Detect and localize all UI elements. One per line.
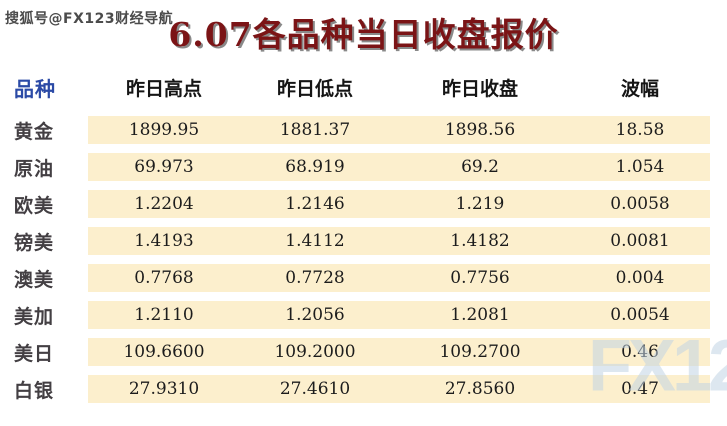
table-header-row: 品种 昨日高点 昨日低点 昨日收盘 波幅 bbox=[0, 72, 710, 102]
header-product: 品种 bbox=[14, 76, 56, 101]
yesterday-high: 1899.95 bbox=[88, 116, 240, 144]
header-yesterday-low: 昨日低点 bbox=[276, 77, 353, 100]
product-name: 欧美 bbox=[14, 194, 55, 217]
product-name: 美加 bbox=[14, 305, 55, 328]
yesterday-close: 27.8560 bbox=[390, 375, 570, 403]
table-row: 镑美 1.4193 1.4112 1.4182 0.0081 bbox=[0, 227, 710, 255]
yesterday-close: 109.2700 bbox=[390, 338, 570, 366]
yesterday-high: 1.4193 bbox=[88, 227, 240, 255]
range-value: 0.0058 bbox=[570, 190, 710, 218]
yesterday-close: 1.4182 bbox=[390, 227, 570, 255]
yesterday-high: 1.2110 bbox=[88, 301, 240, 329]
range-value: 1.054 bbox=[570, 153, 710, 181]
header-range: 波幅 bbox=[620, 77, 659, 100]
yesterday-low: 0.7728 bbox=[240, 264, 390, 292]
page-title: 6.07各品种当日收盘报价 bbox=[168, 15, 559, 54]
product-name: 美日 bbox=[14, 342, 55, 365]
range-value: 18.58 bbox=[570, 116, 710, 144]
yesterday-close: 69.2 bbox=[390, 153, 570, 181]
table-row: 黄金 1899.95 1881.37 1898.56 18.58 bbox=[0, 116, 710, 144]
yesterday-close: 0.7756 bbox=[390, 264, 570, 292]
yesterday-high: 27.9310 bbox=[88, 375, 240, 403]
publisher-watermark: 搜狐号@FX123财经导航 bbox=[5, 11, 174, 27]
range-value: 0.47 bbox=[570, 375, 710, 403]
yesterday-high: 109.6600 bbox=[88, 338, 240, 366]
yesterday-low: 1.4112 bbox=[240, 227, 390, 255]
table-row: 美加 1.2110 1.2056 1.2081 0.0054 bbox=[0, 301, 710, 329]
yesterday-low: 1.2056 bbox=[240, 301, 390, 329]
range-value: 0.0081 bbox=[570, 227, 710, 255]
table-row: 美日 109.6600 109.2000 109.2700 0.46 bbox=[0, 338, 710, 366]
yesterday-low: 1.2146 bbox=[240, 190, 390, 218]
product-name: 澳美 bbox=[14, 268, 55, 291]
header-yesterday-high: 昨日高点 bbox=[125, 77, 202, 100]
table-body: 黄金 1899.95 1881.37 1898.56 18.58 原油 69.9… bbox=[0, 116, 710, 403]
range-value: 0.004 bbox=[570, 264, 710, 292]
table-row: 欧美 1.2204 1.2146 1.219 0.0058 bbox=[0, 190, 710, 218]
yesterday-high: 1.2204 bbox=[88, 190, 240, 218]
yesterday-close: 1.219 bbox=[390, 190, 570, 218]
range-value: 0.46 bbox=[570, 338, 710, 366]
quote-table: 品种 昨日高点 昨日低点 昨日收盘 波幅 黄金 1899.95 1881.37 … bbox=[0, 72, 710, 412]
yesterday-close: 1.2081 bbox=[390, 301, 570, 329]
yesterday-high: 0.7768 bbox=[88, 264, 240, 292]
table-row: 原油 69.973 68.919 69.2 1.054 bbox=[0, 153, 710, 181]
header-yesterday-close: 昨日收盘 bbox=[441, 77, 518, 100]
yesterday-low: 1881.37 bbox=[240, 116, 390, 144]
product-name: 镑美 bbox=[14, 231, 55, 254]
table-row: 白银 27.9310 27.4610 27.8560 0.47 bbox=[0, 375, 710, 403]
product-name: 原油 bbox=[14, 157, 55, 180]
yesterday-low: 109.2000 bbox=[240, 338, 390, 366]
product-name: 黄金 bbox=[14, 120, 55, 143]
yesterday-low: 68.919 bbox=[240, 153, 390, 181]
table-row: 澳美 0.7768 0.7728 0.7756 0.004 bbox=[0, 264, 710, 292]
yesterday-high: 69.973 bbox=[88, 153, 240, 181]
range-value: 0.0054 bbox=[570, 301, 710, 329]
product-name: 白银 bbox=[14, 379, 55, 402]
yesterday-low: 27.4610 bbox=[240, 375, 390, 403]
yesterday-close: 1898.56 bbox=[390, 116, 570, 144]
